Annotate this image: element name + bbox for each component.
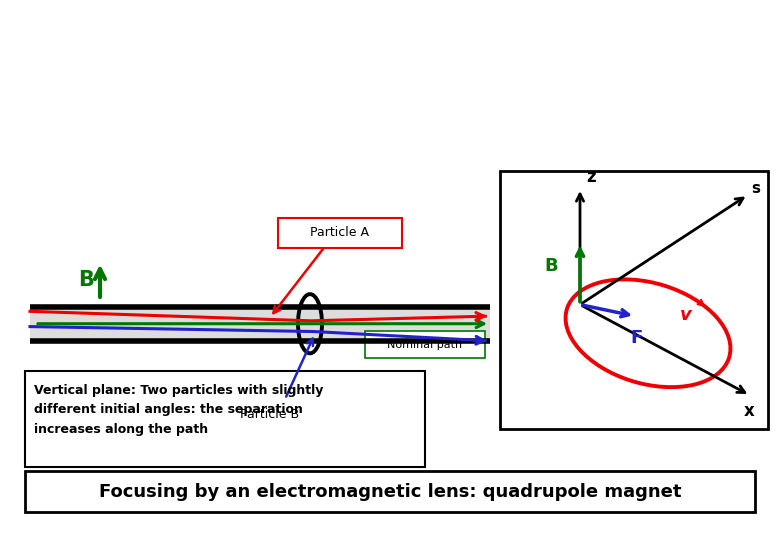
Text: CERN: CERN (39, 29, 62, 38)
Text: v: v (680, 306, 692, 324)
FancyBboxPatch shape (278, 218, 402, 248)
Bar (30, 307, 490, 341)
Text: z: z (586, 168, 596, 186)
Text: Particle movement in homogeneous dipole field: Particle movement in homogeneous dipole … (121, 27, 759, 51)
Text: F: F (630, 329, 642, 347)
Text: Particle B: Particle B (240, 408, 300, 421)
Text: USPAS Machine Protection 2016: USPAS Machine Protection 2016 (317, 525, 463, 534)
Text: s: s (751, 181, 760, 196)
Text: page 7: page 7 (741, 525, 772, 534)
Text: B: B (78, 270, 94, 290)
Text: Rüdiger Schmidt: Rüdiger Schmidt (8, 525, 83, 534)
Bar (25, 471, 755, 512)
FancyBboxPatch shape (210, 399, 330, 430)
Text: Focusing by an electromagnetic lens: quadrupole magnet: Focusing by an electromagnetic lens: qua… (99, 483, 681, 501)
Text: Particle A: Particle A (310, 226, 370, 240)
Bar (500, 171, 768, 429)
Text: Nominal path: Nominal path (388, 340, 463, 350)
Text: Vertical plane: Two particles with slightly
different initial angles: the separa: Vertical plane: Two particles with sligh… (34, 384, 324, 436)
Bar (25, 372, 425, 467)
FancyBboxPatch shape (365, 332, 485, 358)
Text: x: x (744, 402, 755, 420)
Text: B: B (544, 257, 558, 275)
